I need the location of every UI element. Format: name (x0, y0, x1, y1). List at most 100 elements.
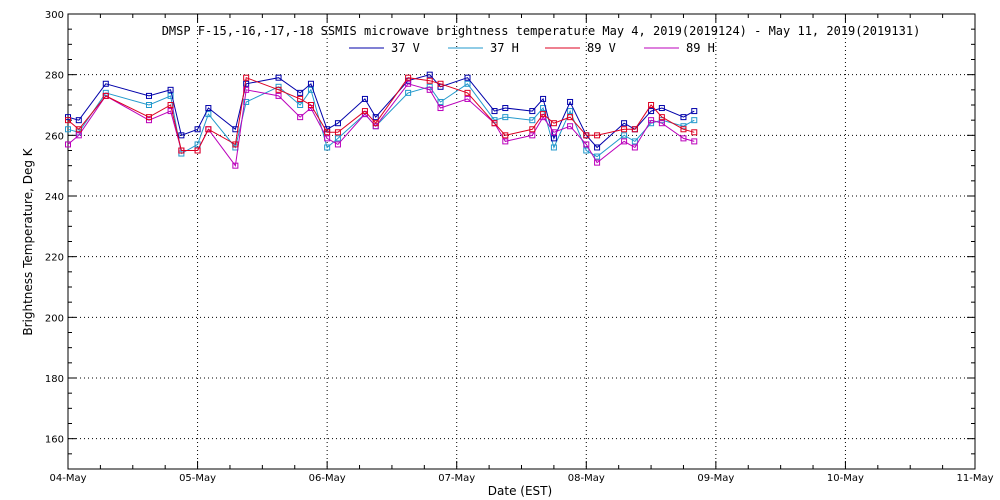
data-point (691, 108, 698, 115)
y-axis-label: Brightness Temperature, Deg K (21, 147, 35, 335)
data-point (243, 74, 250, 81)
data-point (145, 92, 152, 99)
data-point (658, 105, 665, 112)
data-point (529, 132, 536, 139)
data-point (167, 86, 174, 93)
data-point (334, 120, 341, 127)
plot-frame (67, 13, 976, 470)
data-point (567, 123, 574, 130)
y-tick-label: 160 (45, 435, 64, 446)
data-point (167, 108, 174, 115)
data-point (437, 80, 444, 87)
legend-label: 37 H (490, 41, 519, 55)
data-point (464, 89, 471, 96)
data-point (334, 141, 341, 148)
data-point (65, 126, 71, 133)
data-point (680, 114, 687, 121)
data-point (583, 132, 590, 139)
x-axis-label: Date (EST) (488, 484, 552, 498)
chart-title: DMSP F-15,-16,-17,-18 SSMIS microwave br… (162, 24, 921, 38)
data-point (405, 80, 412, 87)
data-point (194, 141, 201, 148)
data-point (680, 126, 687, 133)
data-point (621, 132, 628, 139)
x-tick-label: 08-May (568, 473, 605, 484)
series-89v (65, 74, 698, 154)
data-point (65, 141, 71, 148)
data-point (178, 132, 185, 139)
data-point (178, 147, 185, 154)
data-point (205, 126, 212, 133)
data-point (491, 108, 498, 115)
data-point (540, 111, 547, 118)
data-point (491, 120, 498, 127)
series-group (65, 71, 698, 169)
x-tick-label: 05-May (179, 473, 216, 484)
data-point (648, 102, 655, 108)
data-point (550, 129, 557, 136)
data-point (437, 98, 444, 105)
legend: 37 V 37 H 89 V 89 H (349, 41, 715, 55)
y-tick-label: 180 (45, 374, 64, 385)
y-tick-label: 260 (45, 131, 64, 142)
data-point (550, 120, 557, 127)
data-point (502, 105, 509, 112)
data-point (178, 150, 185, 157)
data-point (426, 71, 433, 78)
data-point (232, 141, 239, 148)
data-point (621, 138, 628, 145)
data-point (324, 129, 331, 136)
data-point (372, 114, 379, 121)
data-point (540, 95, 547, 102)
data-point (334, 129, 341, 136)
data-point (567, 114, 574, 121)
data-point (594, 132, 601, 139)
data-point (75, 117, 82, 124)
data-point (621, 120, 628, 127)
data-point (567, 108, 574, 115)
data-point (691, 129, 698, 136)
data-point (529, 117, 536, 124)
y-tick-label: 220 (45, 253, 64, 264)
data-point (502, 132, 509, 139)
data-point (75, 132, 82, 139)
data-point (297, 102, 304, 108)
data-point (297, 114, 304, 121)
data-point (205, 105, 212, 112)
data-point (194, 126, 201, 133)
data-point (361, 108, 368, 115)
data-point (275, 86, 282, 93)
data-point (297, 89, 304, 96)
data-point (405, 74, 412, 81)
data-point (275, 74, 282, 81)
data-point (361, 95, 368, 102)
y-tick-labels: 160 180 200 220 240 260 280 300 (45, 10, 64, 446)
data-point (550, 144, 557, 151)
data-point (167, 102, 174, 108)
x-tick-label: 10-May (827, 473, 864, 484)
data-point (658, 114, 665, 121)
data-point (658, 117, 665, 124)
data-point (631, 126, 638, 133)
data-point (631, 138, 638, 145)
data-point (426, 77, 433, 84)
data-point (205, 111, 212, 118)
minor-ticks (67, 13, 976, 470)
series-line (67, 74, 695, 149)
y-tick-label: 300 (45, 10, 64, 21)
data-point (529, 126, 536, 133)
series-line (67, 83, 695, 158)
data-point (307, 80, 314, 87)
x-tick-label: 06-May (309, 473, 346, 484)
data-point (594, 144, 601, 151)
data-point (567, 98, 574, 105)
series-89h (65, 80, 698, 169)
data-point (102, 92, 109, 99)
data-point (145, 117, 152, 124)
data-point (631, 144, 638, 151)
data-point (648, 108, 655, 115)
legend-label: 89 V (587, 41, 616, 55)
data-point (102, 80, 109, 87)
data-point (594, 159, 601, 166)
